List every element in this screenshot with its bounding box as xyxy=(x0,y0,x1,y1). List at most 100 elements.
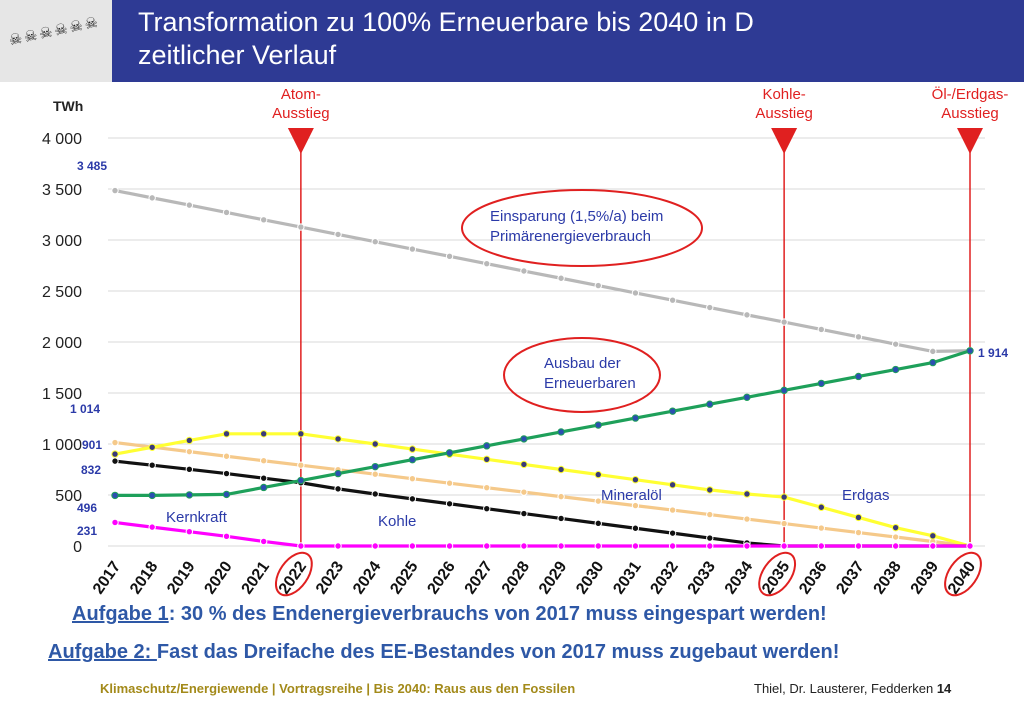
milestone-label-line: Öl-/Erdgas- xyxy=(932,85,1009,103)
data-point xyxy=(780,318,788,326)
milestone-marker xyxy=(287,128,314,154)
data-point xyxy=(743,393,751,401)
x-tick-label: 2024 xyxy=(350,558,384,597)
data-point xyxy=(668,481,677,489)
data-point xyxy=(594,281,602,290)
data-point xyxy=(371,462,379,471)
data-point xyxy=(259,537,268,546)
data-point xyxy=(668,407,677,415)
data-point xyxy=(222,452,231,460)
data-point xyxy=(520,542,528,550)
x-tick-label: 2039 xyxy=(908,558,942,597)
y-tick-label: 500 xyxy=(55,488,82,505)
data-point xyxy=(445,542,454,550)
series-label: Mineralöl xyxy=(601,487,662,504)
data-point xyxy=(111,457,119,465)
y-axis-label: TWh xyxy=(53,98,83,114)
data-point xyxy=(483,542,491,550)
y-tick-label: 2 000 xyxy=(42,335,82,352)
data-point xyxy=(706,534,714,542)
data-point xyxy=(631,542,640,550)
data-point xyxy=(111,491,119,500)
data-point xyxy=(371,440,379,448)
x-tick-label: 2031 xyxy=(610,558,644,597)
data-point xyxy=(408,445,417,453)
data-point xyxy=(185,465,194,473)
data-point xyxy=(445,449,454,457)
series-label: Kernkraft xyxy=(166,509,228,526)
y-tick-label: 4 000 xyxy=(42,131,82,148)
data-point xyxy=(817,542,826,550)
task-2-prefix: Aufgabe 2: xyxy=(48,641,157,663)
data-point xyxy=(854,372,863,381)
data-point xyxy=(148,194,156,202)
data-point xyxy=(334,485,342,493)
title-line-1: Transformation zu 100% Erneuerbare bis 2… xyxy=(138,7,754,37)
data-point xyxy=(743,542,751,550)
data-point xyxy=(520,435,528,443)
data-point xyxy=(185,201,194,209)
data-point xyxy=(631,289,640,297)
data-point xyxy=(520,460,528,469)
data-point xyxy=(891,523,900,532)
data-point xyxy=(520,488,528,496)
data-point xyxy=(891,365,900,374)
data-point xyxy=(780,493,788,501)
milestone-marker xyxy=(771,128,798,154)
data-point xyxy=(185,491,194,499)
data-point xyxy=(483,504,491,513)
annotation-ellipse xyxy=(461,189,703,267)
data-point xyxy=(668,296,677,304)
data-point xyxy=(557,465,565,474)
series-line-erneuerbare xyxy=(115,349,971,498)
data-point xyxy=(854,333,863,341)
x-tick-label: 2018 xyxy=(127,558,161,597)
data-point xyxy=(445,500,454,508)
data-point xyxy=(185,447,194,456)
data-point xyxy=(929,358,937,367)
y-tick-label: 0 xyxy=(73,539,82,556)
series-line-erdgas xyxy=(114,440,971,548)
data-point xyxy=(520,509,528,518)
x-tick-label: 2032 xyxy=(648,558,682,597)
x-tick-label: 2022 xyxy=(276,558,310,597)
milestone-label: Atom- Ausstieg xyxy=(272,86,330,122)
data-point xyxy=(966,542,974,550)
data-point xyxy=(222,430,231,438)
data-point xyxy=(371,238,379,246)
data-point xyxy=(743,311,751,319)
x-tick-label: 2035 xyxy=(759,558,793,597)
value-label: 1 014 xyxy=(70,402,100,416)
annotation-line: Primärenergieverbrauch xyxy=(490,228,651,245)
data-point xyxy=(631,501,640,510)
series-line-mineralöl xyxy=(114,432,971,548)
y-tick-label: 3 500 xyxy=(42,182,82,199)
data-point xyxy=(297,223,305,231)
data-point xyxy=(334,469,342,478)
value-label: 901 xyxy=(82,438,102,452)
data-point xyxy=(854,542,863,550)
data-point xyxy=(594,470,602,479)
data-point xyxy=(297,461,305,469)
data-point xyxy=(259,430,268,438)
task-1-prefix: Aufgabe 1 xyxy=(72,603,169,625)
x-tick-label: 2034 xyxy=(722,558,756,597)
data-point xyxy=(111,186,119,195)
data-point xyxy=(706,400,714,408)
milestone-marker xyxy=(957,128,983,154)
task-2-body: Fast das Dreifache des EE-Bestandes von … xyxy=(156,641,840,663)
data-point xyxy=(185,528,194,536)
milestone-label-line: Ausstieg xyxy=(941,105,999,122)
x-tick-label: 2019 xyxy=(164,558,198,597)
data-point xyxy=(408,495,417,503)
x-tick-label: 2030 xyxy=(573,558,607,597)
series-line-primärenergieverbrauch xyxy=(114,188,971,353)
data-point xyxy=(929,542,937,550)
data-point xyxy=(557,274,565,282)
milestone-label-line: Atom- xyxy=(281,86,321,103)
data-point xyxy=(148,461,156,469)
data-point xyxy=(631,524,640,532)
data-point xyxy=(371,490,379,498)
data-point xyxy=(408,456,417,464)
data-point xyxy=(631,414,640,422)
